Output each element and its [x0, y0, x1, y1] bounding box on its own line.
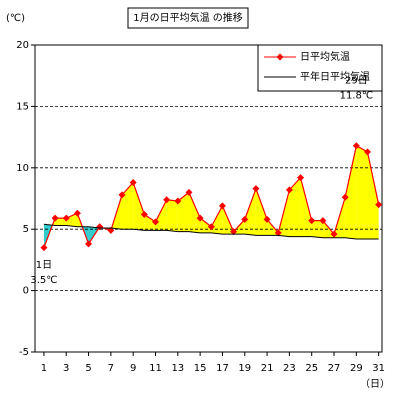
- fill-area: [244, 188, 256, 236]
- fill-area: [289, 177, 301, 237]
- point: [330, 230, 338, 238]
- point: [263, 215, 271, 223]
- legend-box: [257, 44, 383, 92]
- fill-area: [356, 145, 368, 240]
- legend-label: 日平均気温: [300, 50, 350, 63]
- fill-area: [255, 188, 268, 236]
- x-tick-label: 17: [216, 363, 229, 374]
- fill-area: [188, 192, 201, 233]
- point: [218, 202, 226, 210]
- legend-label: 平年日平均気温: [300, 70, 370, 83]
- point: [140, 210, 148, 218]
- y-tick-label: 15: [16, 101, 29, 112]
- fill-area: [177, 192, 189, 232]
- point: [297, 174, 305, 182]
- title-box: [127, 7, 249, 29]
- y-tick-label: -5: [19, 347, 29, 358]
- legend-marker: [276, 53, 284, 61]
- annotation: 11.8℃: [340, 91, 374, 102]
- point: [196, 214, 204, 222]
- point: [207, 223, 215, 231]
- point: [62, 214, 70, 222]
- x-tick-label: 13: [171, 363, 184, 374]
- point: [363, 148, 371, 156]
- series-line: [43, 223, 379, 240]
- point: [163, 196, 171, 204]
- fill-area: [300, 177, 312, 237]
- x-tick-label: 29: [350, 363, 363, 374]
- x-tick-label: 27: [328, 363, 341, 374]
- fill-area: [55, 218, 67, 226]
- point: [85, 240, 93, 248]
- x-tick-label: 21: [261, 363, 274, 374]
- plot-frame: [34, 44, 383, 353]
- point: [319, 217, 327, 225]
- x-tick-label: 11: [149, 363, 162, 374]
- y-tick-label: 5: [23, 224, 29, 235]
- point: [118, 191, 126, 199]
- point: [51, 214, 59, 222]
- point: [73, 209, 81, 217]
- point: [129, 179, 137, 187]
- fill-area: [367, 151, 379, 240]
- point: [308, 217, 316, 225]
- point: [341, 193, 349, 201]
- point: [185, 188, 193, 196]
- x-tick-label: 25: [305, 363, 318, 374]
- y-tick-label: 20: [16, 40, 29, 51]
- point: [107, 226, 115, 234]
- x-tick-label: 1: [41, 363, 47, 374]
- fill-area: [345, 145, 357, 240]
- fill-area: [166, 199, 178, 232]
- point: [241, 215, 249, 223]
- fill-area: [144, 214, 156, 231]
- point: [375, 201, 383, 209]
- point: [96, 223, 104, 231]
- x-tick-label: 23: [283, 363, 296, 374]
- x-tick-label: 31: [372, 363, 385, 374]
- point: [285, 186, 293, 194]
- point: [230, 228, 238, 236]
- annotation: 3.5℃: [30, 275, 57, 286]
- point: [352, 142, 360, 150]
- point: [174, 197, 182, 205]
- fill-area: [133, 182, 145, 231]
- x-tick-label: 9: [130, 363, 136, 374]
- fill-area: [66, 213, 78, 227]
- x-tick-label: 19: [238, 363, 251, 374]
- y-tick-label: 0: [23, 286, 29, 297]
- x-tick-label: 7: [108, 363, 114, 374]
- x-tick-label: 15: [194, 363, 207, 374]
- fill-area: [155, 199, 167, 231]
- point: [252, 185, 260, 193]
- point: [274, 229, 282, 237]
- annotation: 29日: [345, 76, 368, 87]
- y-tick-label: 10: [16, 163, 29, 174]
- point: [152, 218, 160, 226]
- y-unit: (℃): [6, 13, 25, 24]
- point: [40, 244, 48, 252]
- x-tick-label: 3: [63, 363, 69, 374]
- annotation: 1日: [36, 260, 52, 271]
- chart-title: 1月の日平均気温 の推移: [133, 11, 243, 24]
- x-unit: （日）: [360, 378, 390, 390]
- x-tick-label: 5: [85, 363, 91, 374]
